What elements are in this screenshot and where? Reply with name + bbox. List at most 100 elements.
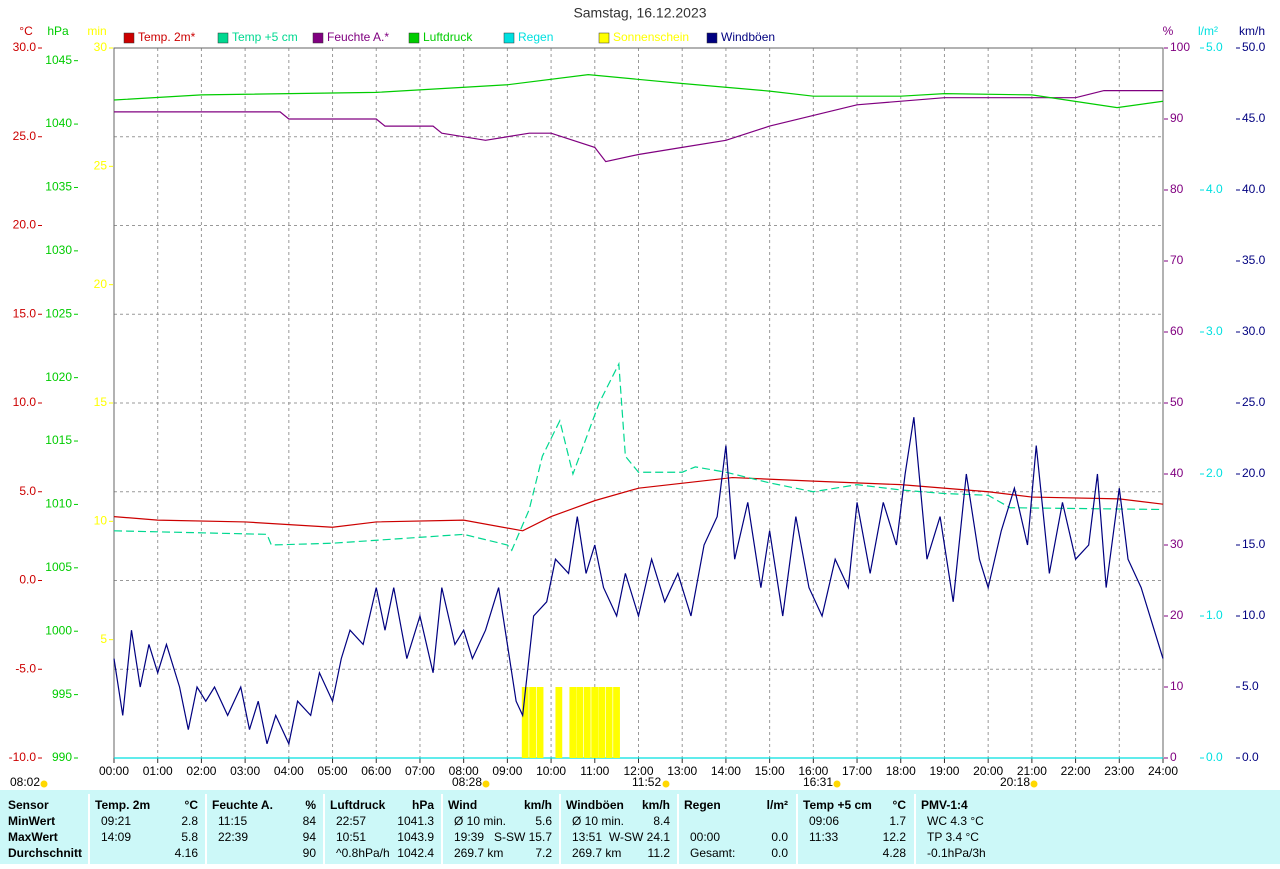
table-cell: 5.6 — [535, 814, 552, 828]
y-tick-label: 2.0 — [1206, 466, 1223, 480]
table-cell: 13:51 — [572, 830, 602, 844]
sunshine-bar — [583, 687, 591, 758]
table-cell: 0.0 — [771, 846, 788, 860]
y-tick-label: 80 — [1170, 182, 1184, 196]
x-tick-label: 19:00 — [929, 764, 959, 778]
table-header: Windböen — [566, 798, 624, 812]
table-unit: °C — [893, 798, 907, 812]
y-tick-label: 25.0 — [1242, 395, 1266, 409]
sunshine-bar — [598, 687, 606, 758]
y-tick-label: 50.0 — [1242, 40, 1266, 54]
x-tick-label: 17:00 — [842, 764, 872, 778]
x-tick-label: 22:00 — [1061, 764, 1091, 778]
y-tick-label: 10.0 — [13, 395, 37, 409]
legend-swatch — [217, 32, 229, 44]
row-label: MaxWert — [8, 830, 58, 844]
y-tick-label: 15 — [94, 395, 108, 409]
table-cell: 19:39 — [454, 830, 484, 844]
sunshine-bar — [605, 687, 613, 758]
y-tick-label: 100 — [1170, 40, 1190, 54]
x-tick-label: 05:00 — [318, 764, 348, 778]
data-line — [113, 361, 1164, 552]
legend-label: Luftdruck — [423, 30, 473, 44]
legend-swatch — [123, 32, 135, 44]
y-tick-label: 50 — [1170, 395, 1184, 409]
x-tick-label: 18:00 — [886, 764, 916, 778]
table-unit: km/h — [524, 798, 552, 812]
y-tick-label: 20 — [94, 277, 108, 291]
legend-label: Feuchte A.* — [327, 30, 389, 44]
legend-swatch — [503, 32, 515, 44]
y-tick-label: 15.0 — [1242, 537, 1266, 551]
table-cell: Gesamt: — [690, 846, 735, 860]
table-cell: 84 — [303, 814, 317, 828]
y-tick-label: 0.0 — [19, 573, 36, 587]
table-unit: km/h — [642, 798, 670, 812]
sun-annotation: 16:31 — [803, 775, 833, 789]
y-tick-label: 1040 — [45, 116, 72, 130]
table-background — [0, 790, 1280, 864]
table-cell: 11:33 — [809, 830, 838, 844]
table-header: Regen — [684, 798, 721, 812]
chart-title: Samstag, 16.12.2023 — [573, 5, 706, 21]
table-cell: W-SW 24.1 — [609, 830, 670, 844]
y-tick-label: 90 — [1170, 111, 1184, 125]
legend-label: Windböen — [721, 30, 775, 44]
x-tick-label: 00:00 — [99, 764, 129, 778]
x-tick-label: 01:00 — [143, 764, 173, 778]
sunshine-bar — [521, 687, 529, 758]
table-cell: 09:21 — [101, 814, 131, 828]
y-tick-label: 15.0 — [13, 306, 37, 320]
table-cell: 12.2 — [883, 830, 907, 844]
axis-label: l/m² — [1198, 24, 1218, 38]
sun-marker — [40, 780, 48, 788]
y-tick-label: 1020 — [45, 370, 72, 384]
table-cell: 94 — [303, 830, 317, 844]
table-unit: % — [305, 798, 316, 812]
sun-marker — [482, 780, 490, 788]
axis-label: % — [1163, 24, 1174, 38]
y-tick-label: 1015 — [45, 433, 72, 447]
table-cell: S-SW 15.7 — [494, 830, 552, 844]
data-line — [113, 74, 1164, 109]
table-cell: 8.4 — [653, 814, 670, 828]
table-header: Temp. 2m — [95, 798, 150, 812]
sunshine-bar — [569, 687, 577, 758]
table-cell: 22:39 — [218, 830, 248, 844]
table-cell: TP 3.4 °C — [927, 830, 979, 844]
y-tick-label: 5 — [100, 632, 107, 646]
y-tick-label: 20.0 — [1242, 466, 1266, 480]
table-cell: 1043.9 — [397, 830, 434, 844]
x-tick-label: 10:00 — [536, 764, 566, 778]
y-tick-label: 990 — [52, 750, 72, 764]
y-tick-label: 10.0 — [1242, 608, 1266, 622]
table-cell: 0.0 — [771, 830, 788, 844]
y-tick-label: 30.0 — [1242, 324, 1266, 338]
data-line — [113, 417, 1164, 746]
y-tick-label: 25.0 — [13, 129, 37, 143]
sun-annotation: 11:52 — [632, 775, 661, 789]
sun-marker — [662, 780, 670, 788]
y-tick-label: 995 — [52, 687, 72, 701]
x-tick-label: 16:00 — [798, 764, 828, 778]
table-cell: 7.2 — [535, 846, 552, 860]
table-cell: 1.7 — [889, 814, 906, 828]
sunshine-bar — [591, 687, 599, 758]
y-tick-label: 10 — [1170, 679, 1184, 693]
data-line — [114, 89, 1163, 163]
y-tick-label: 5.0 — [1242, 679, 1259, 693]
x-tick-label: 02:00 — [186, 764, 216, 778]
x-tick-label: 15:00 — [755, 764, 785, 778]
axis-label: °C — [19, 24, 33, 38]
table-cell: 14:09 — [101, 830, 131, 844]
x-tick-label: 08:00 — [449, 764, 479, 778]
x-tick-label: 06:00 — [361, 764, 391, 778]
table-cell: 10:51 — [336, 830, 366, 844]
axis-label: km/h — [1239, 24, 1265, 38]
x-tick-label: 11:00 — [580, 764, 609, 778]
y-tick-label: 40.0 — [1242, 182, 1266, 196]
table-header: Feuchte A. — [212, 798, 273, 812]
table-cell: 5.8 — [181, 830, 198, 844]
sunshine-bar — [536, 687, 544, 758]
legend-swatch — [408, 32, 420, 44]
